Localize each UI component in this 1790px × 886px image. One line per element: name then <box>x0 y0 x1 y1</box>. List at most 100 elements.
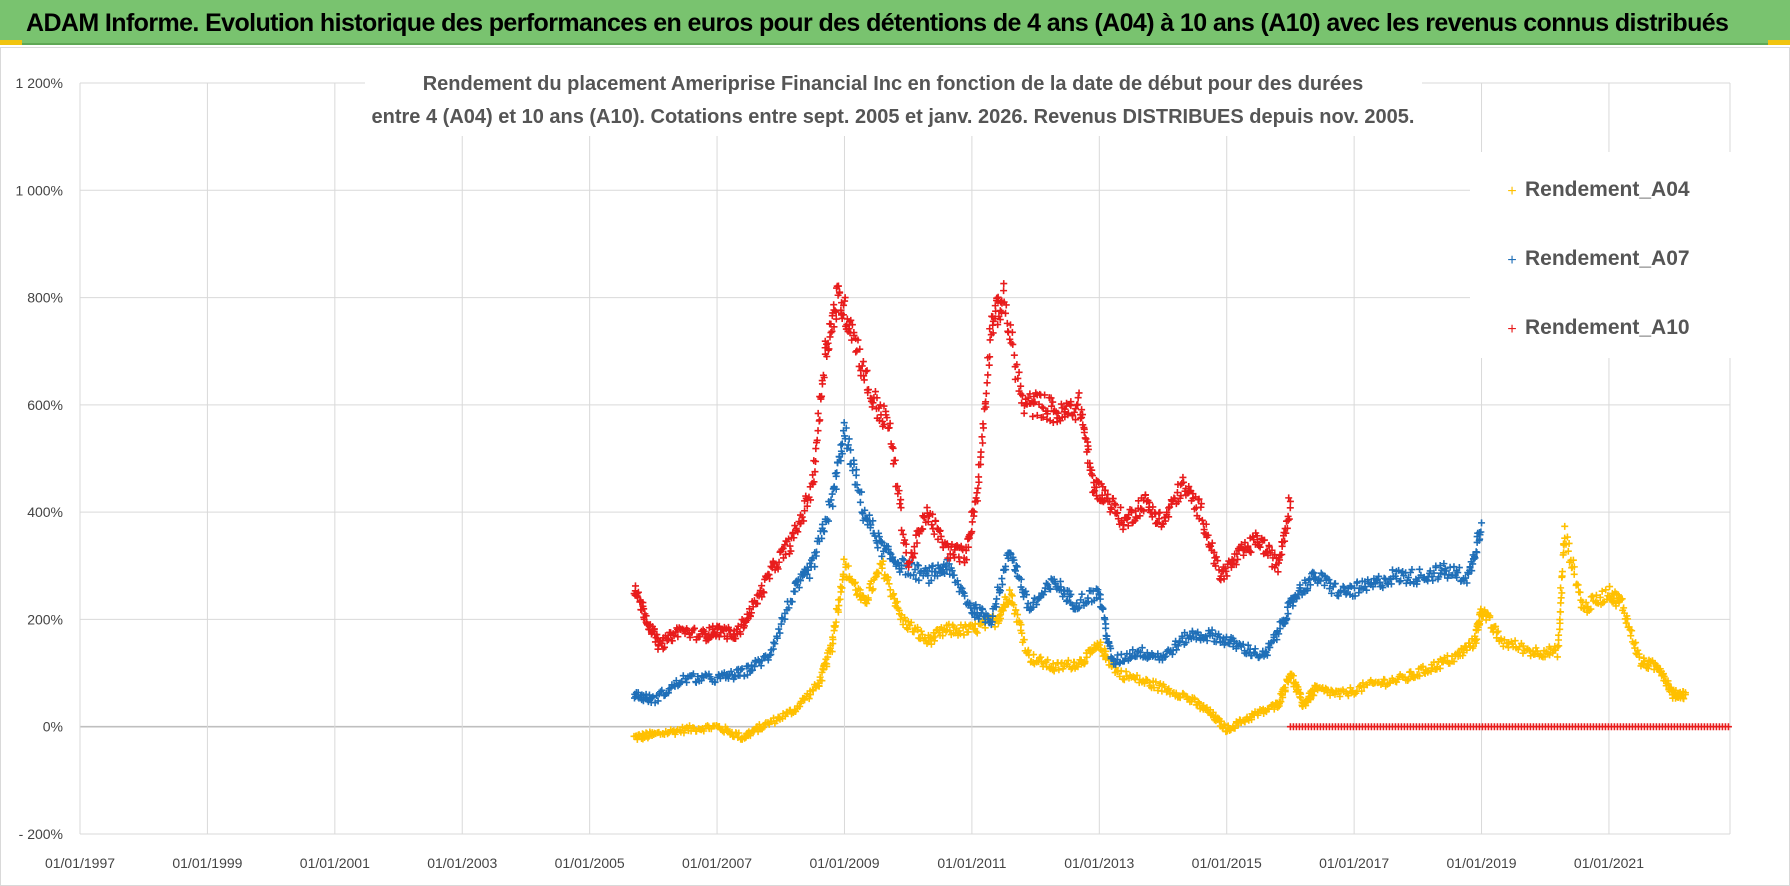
point-rendement-a10 <box>820 374 828 381</box>
point-rendement-a04 <box>1561 522 1569 530</box>
point-rendement-a07 <box>818 520 826 528</box>
point-rendement-a07 <box>764 656 772 664</box>
point-rendement-a10 <box>1064 409 1072 417</box>
point-rendement-a04 <box>1592 591 1600 599</box>
point-rendement-a07 <box>1442 567 1450 575</box>
point-rendement-a10 <box>1124 514 1132 522</box>
point-rendement-a04 <box>856 586 864 594</box>
point-rendement-a07 <box>1464 570 1472 578</box>
y-tick-label: 0% <box>43 719 63 735</box>
point-rendement-a04 <box>1628 627 1636 635</box>
point-rendement-a04 <box>991 623 999 631</box>
point-rendement-a07 <box>654 697 662 705</box>
point-rendement-a10 <box>897 496 905 504</box>
point-rendement-a04 <box>916 635 924 643</box>
point-rendement-a04 <box>1475 617 1483 625</box>
point-rendement-a07 <box>1096 591 1104 599</box>
point-rendement-a07 <box>856 498 864 506</box>
point-rendement-a07 <box>1010 556 1018 564</box>
point-rendement-a10 <box>994 321 1002 329</box>
point-rendement-a07 <box>1192 635 1200 643</box>
y-axis-ticks: - 200% 0% 200% 400% 600% 800% 1 000% 1 200% <box>16 75 63 842</box>
point-rendement-a10 <box>869 399 877 407</box>
point-rendement-a04 <box>1450 657 1458 665</box>
point-rendement-a10 <box>841 294 849 302</box>
point-rendement-a10 <box>1049 398 1057 406</box>
point-rendement-a10 <box>1112 501 1120 509</box>
point-rendement-a10 <box>787 547 795 555</box>
point-rendement-a07 <box>1044 581 1052 589</box>
point-rendement-a10 <box>803 502 811 510</box>
y-tick-label: 1 000% <box>16 182 63 198</box>
point-rendement-a07 <box>1428 573 1436 581</box>
point-rendement-a07 <box>1284 610 1292 618</box>
point-rendement-a07 <box>1453 573 1461 581</box>
point-rendement-a10 <box>1041 391 1049 399</box>
point-rendement-a04 <box>956 630 964 638</box>
point-rendement-a10 <box>1017 382 1025 390</box>
series-rendement-a10 <box>630 280 1294 653</box>
point-rendement-a07 <box>743 671 751 679</box>
point-rendement-a04 <box>1281 684 1289 692</box>
point-rendement-a04 <box>755 721 763 729</box>
point-rendement-a07 <box>664 689 672 697</box>
point-rendement-a10 <box>824 339 832 347</box>
point-rendement-a07 <box>1339 582 1347 590</box>
point-rendement-a10 <box>653 631 661 639</box>
point-rendement-a04 <box>1511 637 1519 645</box>
point-rendement-a07 <box>1388 566 1396 574</box>
point-rendement-a10 <box>873 394 881 402</box>
point-rendement-a10 <box>1010 351 1018 359</box>
point-rendement-a04 <box>1570 570 1578 578</box>
point-rendement-a04 <box>1492 622 1500 630</box>
point-rendement-a04 <box>1427 667 1435 675</box>
point-rendement-a04 <box>1020 636 1028 644</box>
point-rendement-a10 <box>1006 335 1014 343</box>
point-rendement-a10 <box>807 496 815 504</box>
point-rendement-a04 <box>1120 676 1128 684</box>
point-rendement-a10 <box>1117 503 1125 511</box>
point-rendement-a04 <box>1494 627 1502 635</box>
point-rendement-a10 <box>1204 531 1212 539</box>
point-rendement-a10 <box>1111 500 1119 508</box>
point-rendement-a04 <box>1618 595 1626 603</box>
point-rendement-a07 <box>1325 576 1333 584</box>
point-rendement-a07 <box>971 605 979 613</box>
point-rendement-a04 <box>1194 698 1202 706</box>
x-axis-ticks: 01/01/1997 01/01/1999 01/01/2001 01/01/2003… <box>45 855 1644 871</box>
x-tick-label: 01/01/2005 <box>555 855 625 871</box>
point-rendement-a10 <box>778 545 786 553</box>
x-tick-label: 01/01/2013 <box>1064 855 1134 871</box>
point-rendement-a04 <box>1624 615 1632 623</box>
point-rendement-a10 <box>1202 520 1210 528</box>
point-rendement-a07 <box>1202 632 1210 640</box>
point-rendement-a10 <box>1230 557 1238 565</box>
point-rendement-a07 <box>711 678 719 686</box>
point-rendement-a07 <box>996 587 1004 595</box>
point-rendement-a10 <box>723 635 731 643</box>
point-rendement-a04 <box>760 723 768 731</box>
point-rendement-a10 <box>760 589 768 597</box>
point-rendement-a07 <box>927 576 935 584</box>
point-rendement-a10 <box>865 386 873 394</box>
point-rendement-a04 <box>871 573 879 581</box>
point-rendement-a10 <box>1015 368 1023 376</box>
point-rendement-a04 <box>1612 602 1620 610</box>
point-rendement-a04 <box>815 682 823 690</box>
point-rendement-a10 <box>686 633 694 641</box>
point-rendement-a10 <box>747 609 755 617</box>
point-rendement-a04 <box>1479 612 1487 620</box>
point-rendement-a04 <box>1436 664 1444 672</box>
point-rendement-a04 <box>1598 587 1606 595</box>
point-rendement-a07 <box>657 688 665 696</box>
point-rendement-a07 <box>1477 528 1485 536</box>
point-rendement-a04 <box>840 555 848 563</box>
point-rendement-a10 <box>969 507 977 515</box>
point-rendement-a07 <box>1105 638 1113 646</box>
point-rendement-a07 <box>861 506 869 514</box>
point-rendement-a10 <box>826 333 834 341</box>
point-rendement-a10 <box>830 301 838 309</box>
point-rendement-a04 <box>832 618 840 626</box>
point-rendement-a10 <box>814 427 822 435</box>
point-rendement-a10 <box>769 559 777 567</box>
